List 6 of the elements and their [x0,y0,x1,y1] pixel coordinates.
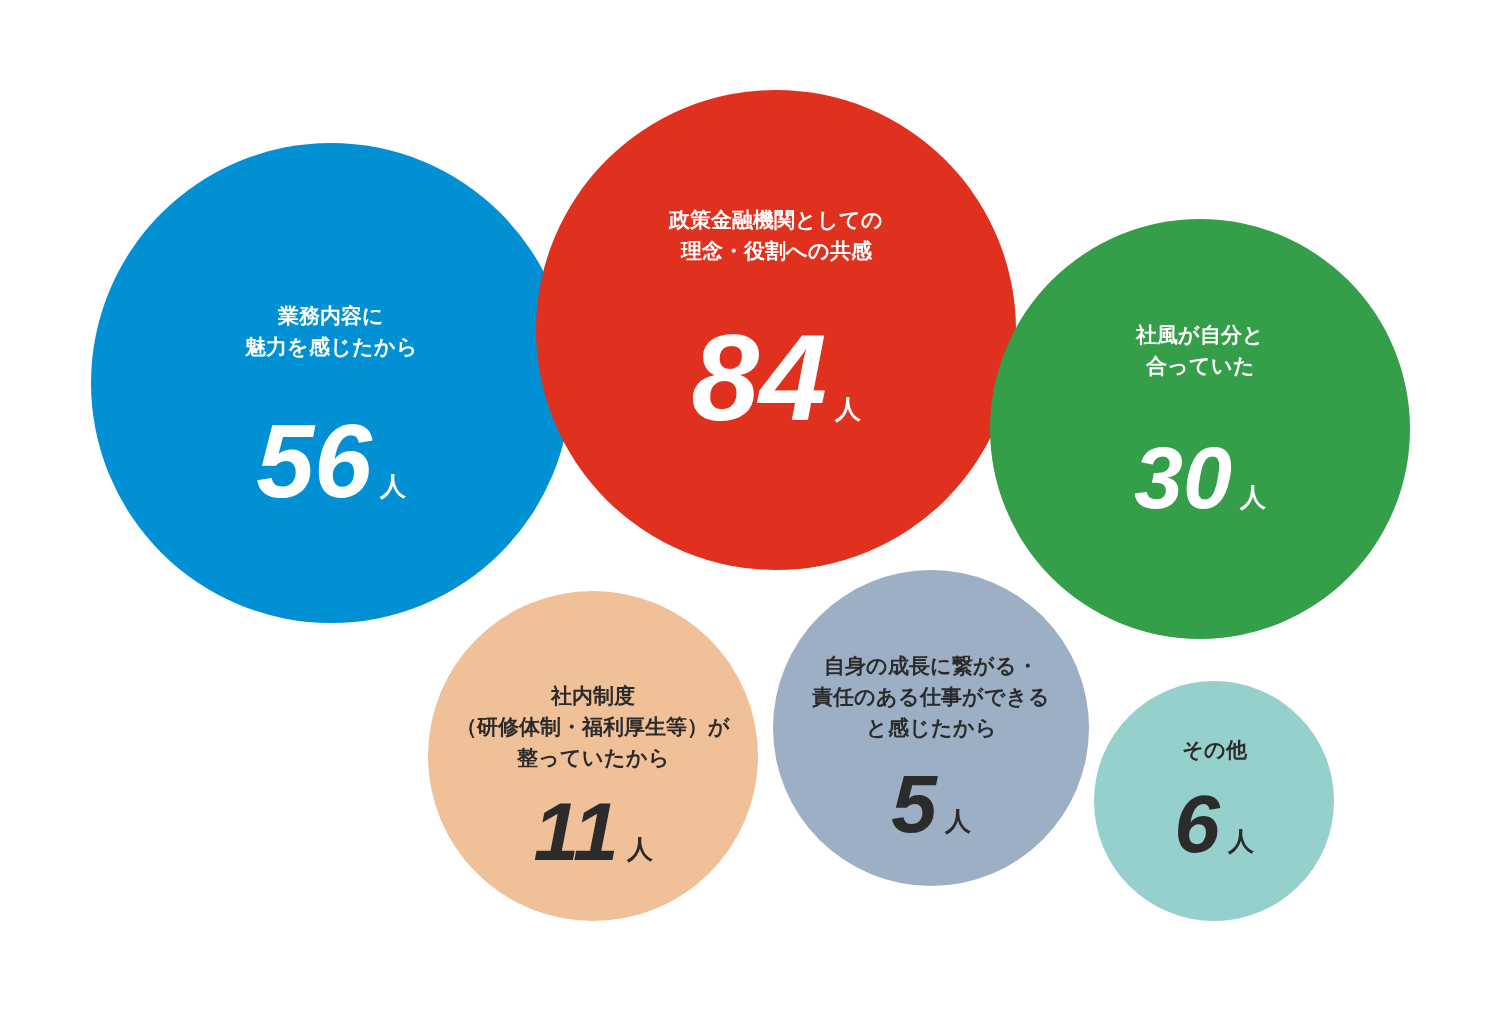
category-label: 業務内容に魅力を感じたから [243,304,418,360]
category-label: 政策金融機関としての理念・役割への共感 [668,208,883,264]
category-label: 自身の成長に繋がる・責任のある仕事ができると感じたから [811,654,1050,741]
category-label: その他 [1181,738,1248,763]
category-label: 社風が自分と合っていた [1135,323,1264,379]
category-label: 社内制度（研修体制・福利厚生等）が整っていたから [456,684,730,771]
